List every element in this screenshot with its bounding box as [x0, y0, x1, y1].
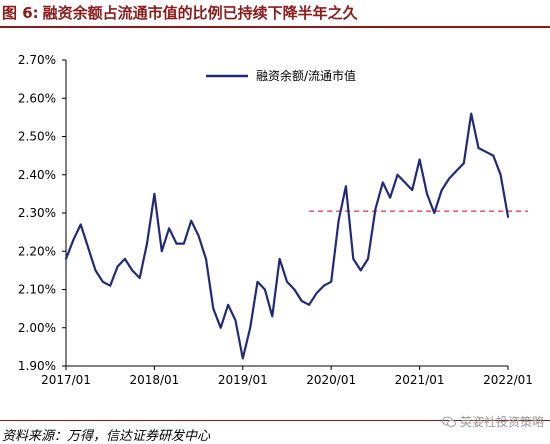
watermark: 英姿社投资策略 [441, 413, 544, 430]
y-tick-label: 2.40% [18, 168, 56, 182]
x-tick-label: 2017/01 [41, 373, 91, 387]
y-tick-label: 2.20% [18, 244, 56, 258]
y-tick-label: 2.10% [18, 283, 56, 297]
x-tick-label: 2020/01 [306, 373, 356, 387]
figure-label: 图 6: [2, 3, 39, 22]
y-tick-label: 2.30% [18, 206, 56, 220]
watermark-text: 英姿社投资策略 [459, 415, 544, 429]
series-line [64, 112, 510, 360]
y-tick-label: 1.90% [18, 359, 56, 373]
title-divider [0, 26, 550, 28]
x-tick-label: 2022/01 [483, 373, 533, 387]
y-tick-label: 2.50% [18, 130, 56, 144]
x-tick-label: 2019/01 [218, 373, 268, 387]
y-tick-label: 2.00% [18, 321, 56, 335]
series-group [64, 112, 510, 360]
y-tick-label: 2.70% [18, 53, 56, 67]
figure-title: 融资余额占流通市值的比例已持续下降半年之久 [42, 3, 358, 22]
line-chart: 1.90% 2.00% 2.10% 2.20% 2.30% 2.40% 2.50% 2.60%… [18, 53, 533, 387]
footer-divider [0, 420, 550, 421]
x-tick-label: 2018/01 [129, 373, 179, 387]
source-note: 资料来源：万得，信达证券研发中心 [2, 429, 211, 444]
legend-label: 融资余额/流通市值 [256, 68, 356, 83]
chart-legend: 融资余额/流通市值 [206, 68, 356, 83]
wechat-icon [441, 416, 456, 427]
figure-header: 图 6: 融资余额占流通市值的比例已持续下降半年之久 [0, 0, 550, 24]
y-tick-label: 2.60% [18, 91, 56, 105]
chart-axes: 1.90% 2.00% 2.10% 2.20% 2.30% 2.40% 2.50% 2.60%… [18, 53, 533, 387]
x-tick-label: 2021/01 [395, 373, 445, 387]
